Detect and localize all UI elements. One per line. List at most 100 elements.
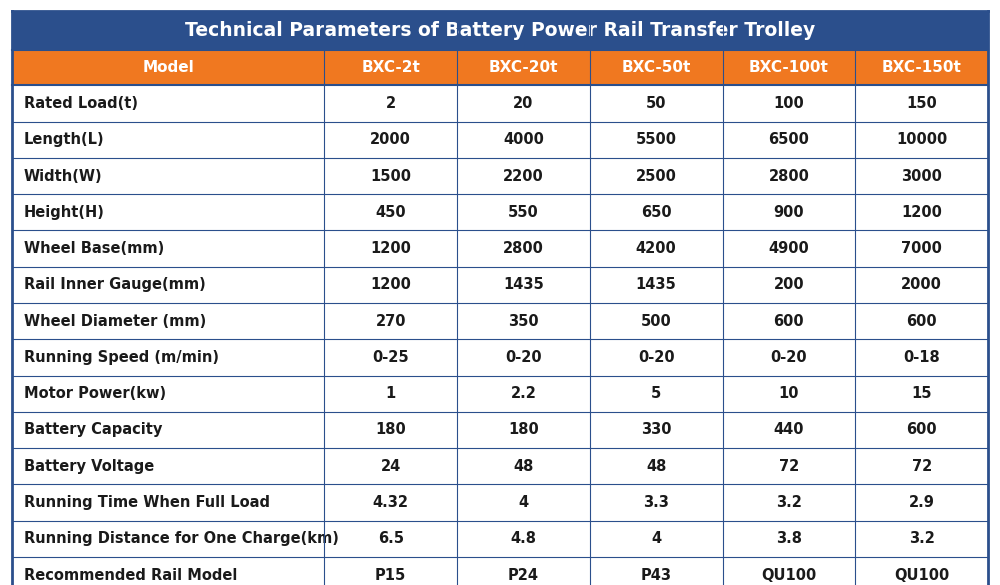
Bar — [324, 194, 457, 230]
Text: Wheel Base(mm): Wheel Base(mm) — [24, 241, 164, 256]
Bar — [723, 230, 855, 267]
Text: 1435: 1435 — [503, 277, 544, 292]
Text: 2800: 2800 — [503, 241, 544, 256]
Text: 1: 1 — [386, 386, 396, 401]
Bar — [723, 303, 855, 339]
Bar — [457, 158, 590, 194]
Text: 1200: 1200 — [370, 277, 411, 292]
Text: Length(L): Length(L) — [24, 132, 105, 147]
Text: 72: 72 — [779, 459, 799, 474]
Text: 0-20: 0-20 — [638, 350, 674, 365]
Text: 4000: 4000 — [503, 132, 544, 147]
Text: 0-25: 0-25 — [372, 350, 409, 365]
Text: 180: 180 — [375, 422, 406, 438]
Bar — [324, 158, 457, 194]
Text: 2200: 2200 — [503, 168, 544, 184]
Text: 0-20: 0-20 — [505, 350, 542, 365]
Bar — [12, 11, 988, 50]
Text: 20: 20 — [513, 96, 534, 111]
Bar — [855, 339, 988, 376]
Bar — [12, 484, 324, 521]
Bar — [590, 122, 723, 158]
Bar — [324, 50, 457, 85]
Text: Recommended Rail Model: Recommended Rail Model — [24, 567, 237, 583]
Text: 0-20: 0-20 — [771, 350, 807, 365]
Bar — [324, 448, 457, 484]
Bar — [457, 557, 590, 585]
Text: Model: Model — [142, 60, 194, 75]
Bar — [457, 521, 590, 557]
Bar — [723, 267, 855, 303]
Text: 3.2: 3.2 — [776, 495, 802, 510]
Text: 6.5: 6.5 — [378, 531, 404, 546]
Bar — [590, 448, 723, 484]
Bar — [324, 339, 457, 376]
Text: 600: 600 — [906, 422, 937, 438]
Bar — [12, 122, 324, 158]
Text: 330: 330 — [641, 422, 671, 438]
Bar — [855, 158, 988, 194]
Bar — [855, 122, 988, 158]
Text: P24: P24 — [508, 567, 539, 583]
Bar — [723, 158, 855, 194]
Bar — [590, 376, 723, 412]
Bar — [855, 303, 988, 339]
Text: 1200: 1200 — [901, 205, 942, 220]
Bar — [855, 484, 988, 521]
Bar — [723, 448, 855, 484]
Bar — [457, 484, 590, 521]
Bar — [590, 85, 723, 122]
Text: 15: 15 — [911, 386, 932, 401]
Text: 3.8: 3.8 — [776, 531, 802, 546]
Text: Running Distance for One Charge(km): Running Distance for One Charge(km) — [24, 531, 339, 546]
Bar — [855, 85, 988, 122]
Bar — [12, 557, 324, 585]
Bar — [723, 484, 855, 521]
Bar — [12, 50, 324, 85]
Bar — [324, 122, 457, 158]
Text: 650: 650 — [641, 205, 671, 220]
Bar — [590, 484, 723, 521]
Text: 4: 4 — [518, 495, 528, 510]
Bar — [590, 158, 723, 194]
Text: 7000: 7000 — [901, 241, 942, 256]
Text: 2.2: 2.2 — [510, 386, 536, 401]
Text: 10: 10 — [779, 386, 799, 401]
Bar — [855, 194, 988, 230]
Text: 2: 2 — [386, 96, 396, 111]
Bar — [457, 194, 590, 230]
Bar — [457, 122, 590, 158]
Bar — [590, 267, 723, 303]
Text: BXC-20t: BXC-20t — [489, 60, 558, 75]
Text: 550: 550 — [508, 205, 539, 220]
Bar — [590, 50, 723, 85]
Bar — [12, 303, 324, 339]
Bar — [12, 448, 324, 484]
Text: 24: 24 — [381, 459, 401, 474]
Text: Width(W): Width(W) — [24, 168, 103, 184]
Text: Height(H): Height(H) — [24, 205, 105, 220]
Bar — [723, 557, 855, 585]
Text: Running Time When Full Load: Running Time When Full Load — [24, 495, 270, 510]
Text: 450: 450 — [375, 205, 406, 220]
Text: Battery Capacity: Battery Capacity — [24, 422, 162, 438]
Text: Running Speed (m/min): Running Speed (m/min) — [24, 350, 219, 365]
Bar — [457, 50, 590, 85]
Bar — [457, 267, 590, 303]
Text: 6500: 6500 — [768, 132, 809, 147]
Bar — [590, 557, 723, 585]
Text: Wheel Diameter (mm): Wheel Diameter (mm) — [24, 314, 206, 329]
Text: 0-18: 0-18 — [903, 350, 940, 365]
Bar — [12, 158, 324, 194]
Text: QU100: QU100 — [761, 567, 817, 583]
Text: 72: 72 — [912, 459, 932, 474]
Text: Rail Inner Gauge(mm): Rail Inner Gauge(mm) — [24, 277, 206, 292]
Text: Technical Parameters of Battery Power Rail Transfer Trolley: Technical Parameters of Battery Power Ra… — [185, 21, 815, 40]
Bar — [723, 85, 855, 122]
Text: 350: 350 — [508, 314, 539, 329]
Text: 1435: 1435 — [636, 277, 677, 292]
Bar — [457, 412, 590, 448]
Bar — [324, 412, 457, 448]
Bar — [12, 267, 324, 303]
Text: 2500: 2500 — [636, 168, 677, 184]
